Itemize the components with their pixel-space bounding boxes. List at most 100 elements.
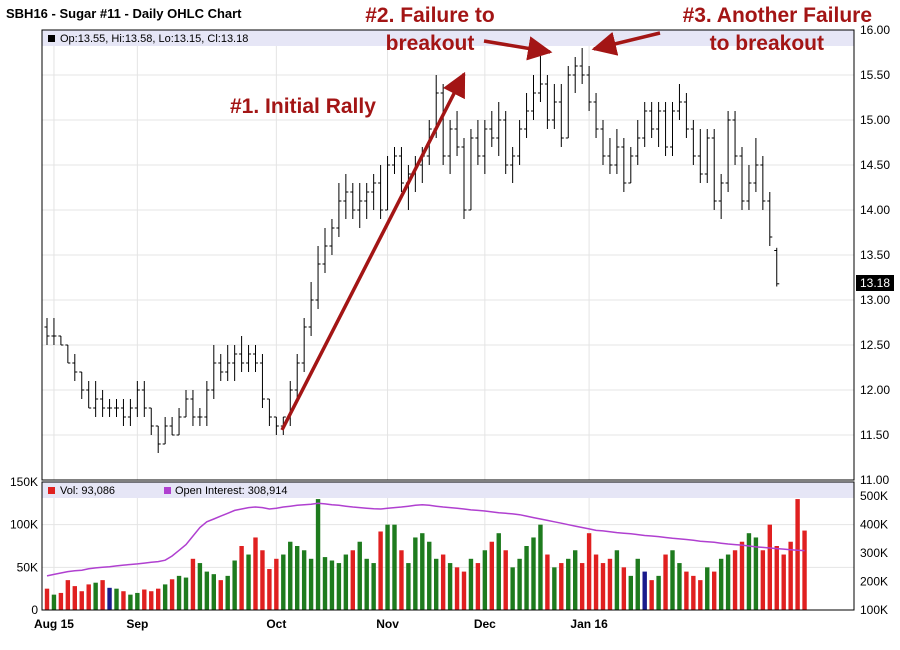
- ohlc-bar: [58, 335, 64, 346]
- ohlc-bar: [385, 156, 391, 211]
- price-tick-label: 16.00: [860, 23, 890, 37]
- ohlc-bar: [663, 102, 669, 156]
- ohlc-bar: [454, 111, 460, 156]
- ohlc-bar: [294, 354, 300, 399]
- volume-bar: [573, 550, 578, 610]
- open-interest-readout: Open Interest: 308,914: [175, 485, 288, 497]
- ohlc-bar: [273, 416, 279, 435]
- volume-bar: [121, 591, 126, 610]
- ohlc-bar: [760, 156, 766, 210]
- volume-bar: [114, 588, 119, 610]
- ohlc-bar: [134, 381, 140, 417]
- ohlc-bar: [649, 102, 655, 138]
- chart-title: SBH16 - Sugar #11 - Daily OHLC Chart: [6, 6, 242, 21]
- price-tick-label: 15.50: [860, 68, 890, 82]
- volume-bar: [677, 563, 682, 610]
- volume-bar: [649, 580, 654, 610]
- volume-tick-label: 100K: [10, 518, 38, 532]
- date-tick-label: Aug 15: [34, 617, 74, 631]
- price-tick-label: 11.00: [860, 473, 889, 487]
- volume-bar: [357, 541, 362, 610]
- volume-bar: [684, 571, 689, 610]
- volume-bar: [72, 586, 77, 610]
- volume-bar: [308, 558, 314, 610]
- ohlc-bar: [565, 66, 571, 139]
- ohlc-bar: [246, 345, 252, 372]
- volume-bar: [107, 587, 112, 610]
- volume-bar: [204, 571, 210, 610]
- ohlc-bar: [572, 57, 578, 93]
- ohlc-bar: [266, 398, 272, 426]
- volume-bar: [531, 537, 536, 610]
- annotation-failure-2: #3. Another Failure to breakout: [600, 4, 872, 56]
- price-tick-label: 14.50: [860, 158, 890, 172]
- ohlc-bar: [239, 336, 245, 372]
- ohlc-bar: [65, 344, 71, 364]
- ohlc-bar: [253, 345, 258, 372]
- oi-tick-label: 500K: [860, 489, 888, 503]
- volume-bar: [371, 563, 376, 610]
- volume-plot-frame: [41, 481, 855, 611]
- volume-bar: [183, 577, 189, 610]
- ohlc-bar: [447, 120, 453, 174]
- volume-bar: [211, 574, 216, 610]
- ohlc-bar: [398, 147, 404, 192]
- volume-bar: [343, 554, 349, 610]
- date-tick-label: Sep: [126, 617, 148, 631]
- ohlc-bar: [176, 408, 182, 436]
- oi-tick-label: 300K: [860, 546, 888, 560]
- volume-bar: [712, 571, 717, 610]
- ohlc-bar: [44, 318, 50, 345]
- volume-bar: [149, 591, 154, 610]
- ohlc-bar: [510, 147, 516, 183]
- volume-axis-ticks: 0 50K 100K 150K: [10, 475, 38, 617]
- price-tick-label: 15.00: [860, 113, 890, 127]
- price-tick-label: 14.00: [860, 203, 890, 217]
- ohlc-bar: [155, 425, 161, 453]
- volume-bar: [774, 546, 779, 610]
- ohlc-bar: [676, 84, 682, 120]
- ohlc-bar: [86, 381, 92, 409]
- ohlc-bars: [44, 48, 780, 453]
- ohlc-bar: [558, 84, 564, 147]
- volume-bar: [663, 554, 668, 610]
- volume-bar: [552, 567, 557, 610]
- volume-bar: [767, 524, 772, 610]
- price-tick-label: 11.50: [860, 428, 889, 442]
- ohlc-bar: [503, 111, 509, 174]
- volume-bar: [274, 558, 279, 610]
- ohlc-bar: [482, 120, 488, 174]
- ohlc-bar: [225, 345, 231, 381]
- oi-tick-label: 100K: [860, 603, 888, 617]
- volume-bar: [413, 537, 418, 610]
- volume-bar: [781, 554, 786, 610]
- ohlc-bar: [461, 138, 467, 219]
- price-plot-frame: [41, 29, 855, 481]
- ohlc-bar: [343, 174, 349, 219]
- ohlc-bar: [607, 138, 613, 174]
- volume-bar: [538, 524, 543, 610]
- volume-bar: [392, 524, 397, 610]
- volume-bar: [524, 546, 529, 610]
- annotation-failure-2-line2: to breakout: [709, 32, 824, 56]
- volume-bar: [169, 579, 175, 610]
- ohlc-bar: [120, 399, 126, 426]
- ohlc-bar: [141, 381, 147, 417]
- last-price-box: [856, 275, 894, 291]
- ohlc-bar: [746, 165, 752, 210]
- volume-bar: [364, 558, 369, 610]
- volume-bar: [670, 550, 675, 610]
- ohlc-bar: [635, 120, 641, 165]
- ohlc-bar: [774, 247, 780, 287]
- ohlc-bar: [628, 147, 634, 184]
- volume-bar: [253, 537, 258, 610]
- volume-bar: [427, 541, 432, 610]
- ohlc-bar: [204, 381, 210, 426]
- ohlc-bar: [197, 408, 203, 426]
- ohlc-bar: [190, 390, 196, 426]
- ohlc-bar: [642, 102, 648, 147]
- volume-bar: [58, 592, 64, 610]
- volume-bar: [267, 569, 272, 610]
- date-tick-label: Nov: [376, 617, 399, 631]
- ohlc-bar: [329, 219, 335, 255]
